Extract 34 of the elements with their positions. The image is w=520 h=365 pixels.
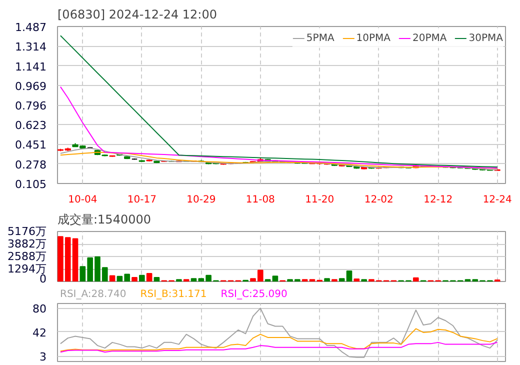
y-tick-label: 0.278 <box>15 158 47 172</box>
legend-label: 30PMA <box>468 32 503 44</box>
text: RSI_A:28.740 <box>60 289 126 300</box>
y-tick-label: 1.314 <box>15 40 47 54</box>
y-tick-label: 0 <box>40 272 46 286</box>
chart-title: 成交量:1540000 <box>58 212 151 226</box>
chart-title: [06830] 2024-12-24 12:00 <box>58 8 217 22</box>
y-tick-label: 1.487 <box>15 21 47 34</box>
x-tick-label: 12-02 <box>364 194 394 206</box>
legend-label: 10PMA <box>356 32 391 44</box>
text: RSI_C:25.090 <box>220 289 288 300</box>
y-tick-label: 5176万 <box>8 225 47 238</box>
x-tick-label: 12-24 <box>482 194 512 206</box>
y-tick-label: 3 <box>40 350 46 364</box>
x-tick-label: 12-12 <box>424 194 453 206</box>
y-tick-label: 2588万 <box>8 250 47 263</box>
y-tick-label: 0.105 <box>15 178 47 191</box>
y-tick-label: 1294万 <box>8 262 47 276</box>
text: RSI_B:31.171 <box>140 289 207 300</box>
legend-label: 5PMA <box>306 32 334 44</box>
y-tick-label: 42 <box>32 326 47 340</box>
y-tick-label: 0.451 <box>15 138 47 152</box>
y-tick-label: 0.969 <box>15 80 47 93</box>
x-tick-label: 10-04 <box>68 194 98 206</box>
x-tick-label: 11-08 <box>246 194 275 206</box>
legend-label: 20PMA <box>412 32 447 44</box>
y-tick-label: 0.796 <box>15 100 47 112</box>
x-tick-label: 11-20 <box>305 194 334 206</box>
y-tick-label: 3882万 <box>8 238 47 250</box>
y-tick-label: 80 <box>32 302 47 316</box>
y-tick-label: 1.141 <box>15 60 47 74</box>
x-tick-label: 10-17 <box>127 194 156 206</box>
y-tick-label: 0.623 <box>15 119 47 132</box>
x-tick-label: 10-29 <box>186 194 216 206</box>
